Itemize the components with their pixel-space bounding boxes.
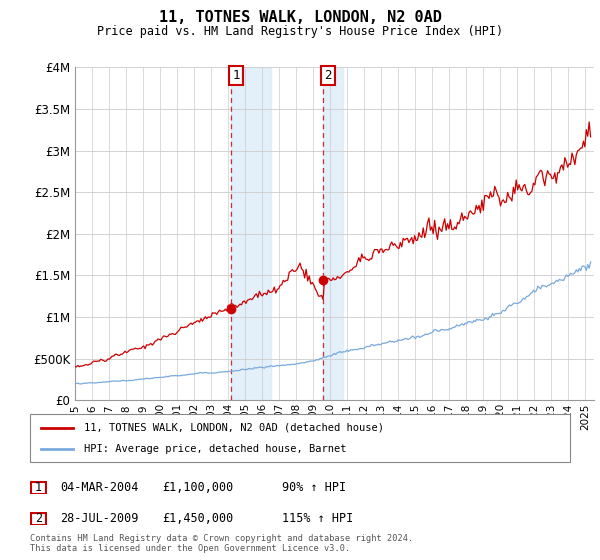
Text: 1: 1 [232,69,240,82]
Text: 11, TOTNES WALK, LONDON, N2 0AD: 11, TOTNES WALK, LONDON, N2 0AD [158,10,442,25]
Text: 1: 1 [35,481,42,494]
FancyBboxPatch shape [30,414,570,462]
Text: 2: 2 [325,69,332,82]
Text: £1,100,000: £1,100,000 [162,480,233,494]
Bar [323,67,343,400]
Text: 115% ↑ HPI: 115% ↑ HPI [282,511,353,525]
Text: 11, TOTNES WALK, LONDON, N2 0AD (detached house): 11, TOTNES WALK, LONDON, N2 0AD (detache… [84,423,384,433]
Text: 2: 2 [35,512,42,525]
Text: Price paid vs. HM Land Registry's House Price Index (HPI): Price paid vs. HM Land Registry's House … [97,25,503,38]
Text: Contains HM Land Registry data © Crown copyright and database right 2024.
This d: Contains HM Land Registry data © Crown c… [30,534,413,553]
Text: 28-JUL-2009: 28-JUL-2009 [60,511,139,525]
Bar [231,67,271,400]
Text: 04-MAR-2004: 04-MAR-2004 [60,480,139,494]
Text: HPI: Average price, detached house, Barnet: HPI: Average price, detached house, Barn… [84,444,347,454]
Text: 90% ↑ HPI: 90% ↑ HPI [282,480,346,494]
Text: £1,450,000: £1,450,000 [162,511,233,525]
